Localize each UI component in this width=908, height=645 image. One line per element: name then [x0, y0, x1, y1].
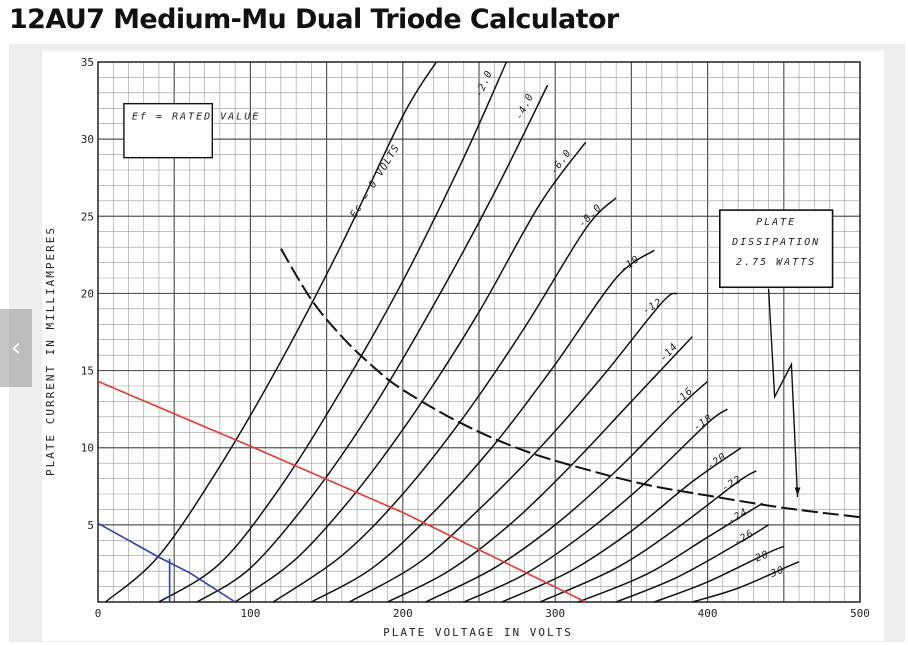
x-tick-label: 0	[95, 607, 102, 620]
y-tick-label: 30	[81, 133, 94, 146]
dissipation-note-line: PLATE	[756, 217, 796, 228]
grid-bias-curve	[196, 84, 549, 603]
x-tick-label: 400	[698, 607, 718, 620]
page-title: 12AU7 Medium-Mu Dual Triode Calculator	[9, 4, 619, 35]
chart-frame: PLATE VOLTAGE IN VOLTS PLATE CURRENT IN …	[9, 44, 905, 642]
x-axis-title: PLATE VOLTAGE IN VOLTS	[383, 626, 573, 639]
heater-note-box	[123, 102, 213, 159]
dissipation-curve	[280, 248, 861, 519]
grid-bias-curve	[615, 524, 769, 603]
previous-slide-button[interactable]: ‹	[0, 309, 32, 387]
load-line-red	[97, 380, 587, 603]
curve-label: -26	[732, 528, 756, 548]
plate-curves	[105, 61, 861, 603]
grid-bias-curve	[387, 336, 693, 603]
curve-label: -28	[747, 549, 771, 567]
dissipation-note-line: DISSIPATION	[731, 237, 820, 248]
chart-image: PLATE VOLTAGE IN VOLTS PLATE CURRENT IN …	[42, 51, 884, 641]
heater-note: Ef = RATED VALUE	[132, 112, 260, 123]
y-tick-label: 15	[81, 365, 94, 378]
grid-bias-curve	[653, 545, 785, 603]
grid-bias-curve	[158, 61, 508, 603]
dissipation-pointer	[767, 288, 799, 498]
grid-bias-curve	[425, 380, 709, 603]
curve-label: -10	[619, 254, 642, 275]
chevron-left-icon: ‹	[10, 333, 22, 363]
y-tick-label: 20	[81, 287, 94, 300]
grid-bias-curve	[310, 249, 655, 603]
grid-bias-curve	[692, 561, 800, 603]
characteristic-chart: PLATE VOLTAGE IN VOLTS PLATE CURRENT IN …	[44, 56, 870, 639]
y-tick-label: 10	[81, 442, 94, 455]
grid-bias-curve	[539, 470, 757, 603]
dissipation-note-line: 2.75 WATTS	[736, 257, 816, 268]
y-tick-label: 5	[87, 519, 94, 532]
plot-border	[97, 61, 861, 603]
grid-bias-curve	[272, 197, 617, 603]
curve-label: -4.0	[514, 92, 536, 122]
curve-label: -20	[705, 451, 729, 472]
grid-bias-curve	[234, 141, 587, 603]
dissipation-note-box	[718, 209, 834, 289]
grid-bias-curve	[105, 61, 437, 603]
x-tick-label: 100	[240, 607, 260, 620]
y-axis-title: PLATE CURRENT IN MILLIAMPERES	[44, 226, 57, 476]
grid-bias-curve	[577, 502, 763, 603]
load-lines	[97, 380, 587, 603]
x-tick-label: 500	[850, 607, 870, 620]
grid-bias-curve	[349, 292, 678, 603]
curve-label: -22	[720, 474, 744, 494]
curve-label: Ec = 0 VOLTS	[349, 143, 403, 220]
y-tick-label: 25	[81, 210, 94, 223]
x-tick-label: 300	[545, 607, 565, 620]
curve-label: -30	[763, 564, 787, 582]
x-tick-label: 200	[393, 607, 413, 620]
y-tick-label: 35	[81, 56, 94, 69]
load-line-blue	[97, 522, 236, 603]
curve-label: -18	[692, 413, 716, 434]
dissipation-arrowhead	[794, 487, 801, 496]
grid-bias-curve	[463, 408, 728, 603]
